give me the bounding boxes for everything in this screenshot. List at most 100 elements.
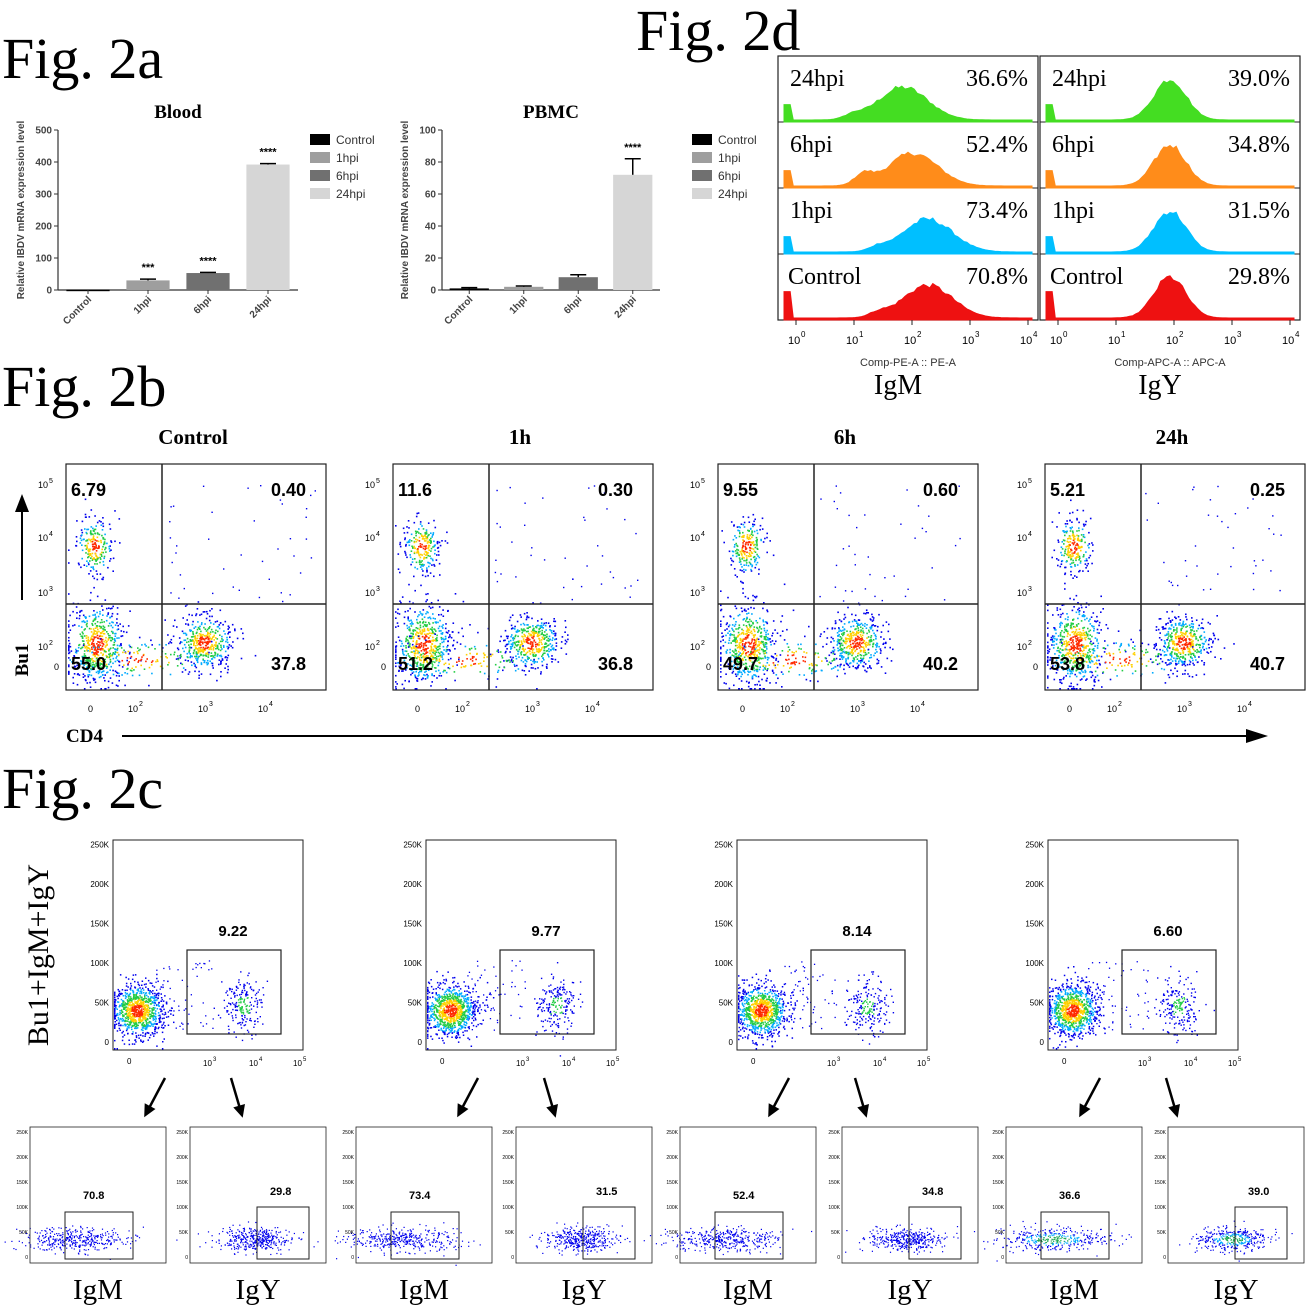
event-dot [863, 640, 866, 642]
event-dot [80, 609, 83, 612]
event-dot [854, 564, 856, 566]
percentage-label: 34.8% [1228, 132, 1290, 158]
event-dot [89, 531, 92, 533]
event-dot [1083, 649, 1085, 651]
event-dot [1090, 616, 1093, 618]
event-dot [500, 635, 502, 638]
event-dot [753, 630, 756, 633]
event-dot [196, 628, 199, 631]
event-dot [756, 665, 759, 668]
event-dot [780, 671, 783, 673]
event-dot [190, 661, 193, 663]
legend-swatch [310, 152, 330, 163]
event-dot [92, 567, 94, 569]
event-dot [736, 660, 738, 663]
event-dot [86, 544, 88, 547]
event-dot [762, 607, 764, 610]
event-dot [1070, 624, 1073, 626]
event-dot [418, 672, 420, 674]
event-dot [851, 590, 853, 593]
event-dot [85, 616, 87, 619]
event-dot [96, 611, 98, 614]
event-dot [775, 682, 777, 684]
x-tick-label: 10 [962, 335, 974, 347]
event-dot [763, 602, 765, 604]
event-dot [204, 647, 207, 649]
event-dot [764, 621, 767, 623]
event-dot [89, 665, 92, 667]
event-dot [565, 653, 568, 655]
event-dot [1061, 604, 1064, 606]
event-dot [1072, 555, 1074, 557]
event-dot [1086, 678, 1088, 680]
event-dot [741, 556, 744, 558]
event-dot [84, 678, 87, 681]
event-dot [849, 653, 851, 655]
event-dot [601, 555, 604, 557]
event-dot [456, 661, 458, 663]
event-dot [849, 633, 852, 636]
event-dot [755, 557, 758, 560]
event-dot [737, 549, 740, 551]
event-dot [423, 564, 425, 566]
event-dot [95, 671, 98, 674]
event-dot [426, 552, 429, 555]
event-dot [1078, 540, 1080, 542]
event-dot [580, 585, 583, 588]
event-dot [855, 643, 857, 645]
event-dot [780, 620, 782, 623]
event-dot [218, 663, 220, 666]
event-dot [857, 627, 859, 629]
event-dot [514, 625, 516, 628]
event-dot [198, 627, 200, 630]
event-dot [93, 652, 95, 654]
event-dot [279, 499, 282, 501]
event-dot [732, 554, 734, 557]
event-dot [1063, 676, 1065, 679]
event-dot [411, 635, 413, 638]
event-dot [437, 664, 440, 667]
event-dot [1065, 645, 1067, 648]
x-tick-exponent: 4 [269, 701, 273, 708]
event-dot [431, 626, 433, 629]
event-dot [738, 668, 740, 671]
event-dot [93, 636, 96, 638]
legend-swatch [310, 134, 330, 145]
event-dot [756, 683, 758, 686]
event-dot [102, 545, 104, 548]
event-dot [510, 659, 513, 662]
event-dot [526, 637, 529, 640]
event-dot [445, 650, 447, 653]
event-dot [90, 638, 92, 641]
event-dot [753, 674, 755, 676]
event-dot [268, 578, 270, 580]
event-dot [418, 651, 420, 654]
event-dot [517, 630, 520, 633]
event-dot [110, 665, 112, 668]
event-dot [471, 657, 474, 660]
event-dot [195, 655, 198, 658]
event-dot [88, 573, 90, 575]
event-dot [537, 633, 539, 636]
y-tick-label: 10 [365, 480, 375, 490]
event-dot [403, 687, 405, 690]
event-dot [84, 645, 86, 648]
event-dot [438, 674, 441, 677]
event-dot [729, 648, 731, 651]
event-dot [1061, 649, 1064, 651]
event-dot [870, 636, 872, 639]
plot-frame [717, 463, 979, 691]
event-dot [756, 655, 758, 658]
event-dot [221, 638, 223, 640]
event-dot [733, 630, 735, 633]
event-dot [102, 625, 105, 627]
event-dot [764, 668, 767, 670]
histogram-fill [1045, 211, 1295, 255]
event-dot [433, 544, 436, 547]
event-dot [856, 645, 859, 647]
event-dot [871, 613, 873, 616]
event-dot [1088, 660, 1091, 662]
event-dot [1058, 651, 1061, 653]
event-dot [756, 540, 758, 543]
event-dot [728, 687, 731, 690]
